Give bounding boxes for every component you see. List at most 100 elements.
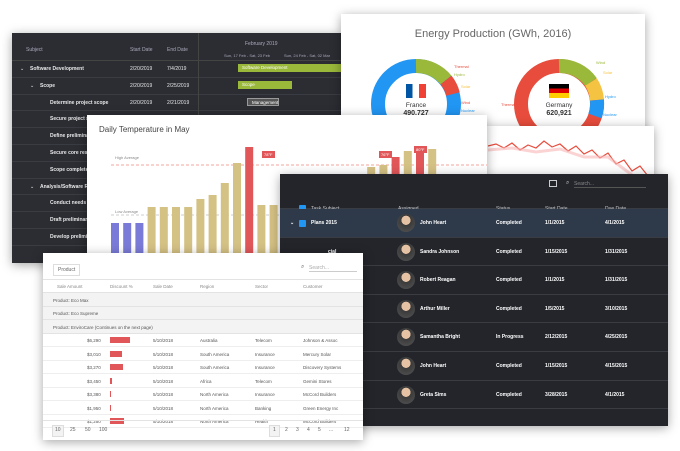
- gantt-subject: Secure core reso: [50, 149, 91, 156]
- gantt-subject: Scope complete: [50, 166, 89, 173]
- discount-bar: [110, 391, 112, 397]
- temp-bar: [269, 205, 278, 275]
- page-3[interactable]: 3: [296, 427, 299, 433]
- temp-bar: [233, 163, 241, 275]
- sale-amount: $1,250: [87, 419, 101, 424]
- task-assigned: John Heart: [420, 220, 447, 226]
- col-discount[interactable]: Discount %: [110, 284, 133, 289]
- germany-lbl-thermal: Thermal: [501, 102, 516, 107]
- col-start[interactable]: Start Date: [130, 47, 153, 53]
- col-sector[interactable]: Sector: [255, 284, 269, 289]
- germany-label: Germany: [545, 102, 573, 109]
- sale-date: 5/10/2018: [153, 405, 174, 411]
- task-start: 1/5/2015: [545, 305, 565, 312]
- discount-bar: [110, 364, 124, 370]
- temp-bar: [184, 207, 193, 275]
- col-region[interactable]: Region: [200, 284, 215, 289]
- sale-customer: McCord Builders: [303, 392, 337, 397]
- col-customer[interactable]: Customer: [303, 284, 323, 289]
- group-row[interactable]: Product: EnviroCare (Continues on the ne…: [43, 320, 363, 334]
- sale-amount: $3,270: [87, 365, 101, 370]
- page-5[interactable]: 5: [318, 427, 321, 433]
- sale-amount: $3,010: [87, 351, 101, 357]
- discount-bar: [110, 418, 125, 424]
- group-panel-product[interactable]: Product: [53, 264, 81, 276]
- task-row[interactable]: ⌄ Plans 2015 John Heart Completed 1/1/2015 4/…: [280, 209, 668, 238]
- task-row[interactable]: cial Sandra Johnson Completed 1/15/2015 1/31…: [280, 238, 668, 267]
- col-sale-amount[interactable]: Sale Amount: [57, 284, 83, 289]
- page-2[interactable]: 2: [285, 427, 288, 433]
- france-label: France: [405, 102, 427, 109]
- table-row[interactable]: $1,250 5/10/2018 North America Health McCord…: [43, 415, 363, 428]
- table-row[interactable]: $1,950 5/10/2018 North America Banking Green…: [43, 401, 363, 415]
- gantt-row[interactable]: ⌄ Scope 2/20/2019 2/25/2019: [12, 78, 342, 95]
- gantt-row[interactable]: ⌄ Software Development 2/20/2019 7/4/2019: [12, 61, 342, 78]
- group-row[interactable]: Product: Eco Supreme: [43, 306, 363, 320]
- expand-icon[interactable]: ⌄: [20, 66, 25, 72]
- col-end[interactable]: End Date: [167, 47, 188, 53]
- page-selected: [269, 425, 280, 437]
- sale-sector: Telecom: [255, 338, 272, 343]
- col-sale-date[interactable]: Sale Date: [153, 284, 173, 289]
- gantt-bar-software[interactable]: Software Development: [238, 64, 342, 72]
- task-assigned: Greta Sims: [420, 391, 447, 398]
- sales-groups: Product: Eco Max Product: Eco Supreme Prod…: [43, 293, 363, 334]
- task-status: Completed: [496, 362, 522, 369]
- expand-icon[interactable]: ⌄: [30, 82, 35, 89]
- page-size-100[interactable]: 100: [99, 427, 108, 433]
- gantt-row[interactable]: Determine project scope 2/20/2019 2/21/201…: [12, 95, 342, 112]
- sale-customer: Mercury Solar: [303, 351, 332, 357]
- sale-customer: McCord Builders: [303, 419, 337, 424]
- export-icon[interactable]: [549, 180, 557, 187]
- table-row[interactable]: $6,290 5/10/2018 Australia Telecom Johnson &…: [43, 334, 363, 347]
- gantt-subject: Develop prelimin: [50, 233, 91, 240]
- table-row[interactable]: $3,010 5/10/2018 South America Insurance Mer…: [43, 347, 363, 361]
- expand-icon[interactable]: ⌄: [30, 183, 35, 190]
- expand-icon[interactable]: ⌄: [290, 220, 295, 226]
- group-row[interactable]: Product: Eco Max: [43, 293, 363, 307]
- temp-callout-2: 76°F: [379, 151, 392, 158]
- select-all-checkbox[interactable]: [299, 205, 306, 212]
- task-due: 4/1/2015: [605, 391, 625, 398]
- france-lbl-solar: Solar: [461, 84, 471, 89]
- sale-customer: Johnson & Assoc: [303, 338, 338, 343]
- task-due: 3/10/2015: [605, 305, 628, 312]
- sales-search-input[interactable]: Search...: [309, 265, 357, 272]
- task-start: 1/1/2015: [545, 220, 565, 226]
- gantt-subject: Scope: [40, 82, 56, 89]
- task-status: Completed: [496, 305, 522, 312]
- page-12[interactable]: 12: [344, 427, 350, 433]
- page-1[interactable]: 1: [273, 427, 276, 433]
- page-size-25[interactable]: 25: [70, 427, 76, 433]
- page-size-10[interactable]: 10: [55, 427, 61, 433]
- task-start: 1/1/2015: [545, 277, 565, 284]
- sale-sector: Health: [255, 419, 269, 424]
- gantt-week-2: Sun, 24 Feb - Sat, 02 Mar: [284, 53, 331, 58]
- gantt-bar-scope[interactable]: Scope: [238, 81, 292, 89]
- table-row[interactable]: $3,450 5/10/2018 Africa Telecom Gemini Store…: [43, 374, 363, 388]
- page-size-selected: [52, 425, 64, 437]
- page-4[interactable]: 4: [307, 427, 310, 433]
- table-row[interactable]: $3,380 5/10/2018 North America Insurance McC…: [43, 388, 363, 401]
- task-status: Completed: [496, 220, 522, 226]
- search-icon: ⌕: [566, 180, 570, 186]
- france-lbl-nuclear: Nuclear: [461, 108, 475, 113]
- col-subject[interactable]: Subject: [26, 47, 43, 53]
- gantt-subject: Determine project scope: [50, 99, 109, 106]
- sale-amount: $1,950: [87, 405, 101, 411]
- tasks-search-input[interactable]: Search...: [574, 181, 646, 188]
- temp-bar: [111, 223, 119, 275]
- row-checkbox[interactable]: [299, 220, 306, 227]
- gantt-bar-management[interactable]: Management: [247, 98, 279, 106]
- page-size-50[interactable]: 50: [85, 427, 91, 433]
- line-chart: [487, 140, 649, 182]
- table-row[interactable]: $3,270 5/10/2018 South America Insurance Dis…: [43, 361, 363, 374]
- avatar: [397, 214, 415, 232]
- group-label: Product: Eco Max: [53, 297, 89, 303]
- temp-bar: [135, 223, 144, 275]
- gantt-month: February 2019: [245, 41, 278, 47]
- temp-bar: [208, 195, 217, 275]
- temp-callout-1: 78°F: [262, 151, 275, 158]
- energy-donuts: [371, 59, 605, 149]
- gantt-subject: Define prelimina: [50, 133, 89, 140]
